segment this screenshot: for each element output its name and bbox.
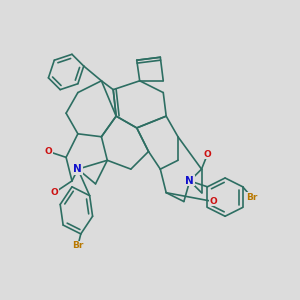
Text: N: N <box>74 164 82 174</box>
Text: Br: Br <box>246 193 257 202</box>
Text: O: O <box>44 147 52 156</box>
Text: Br: Br <box>72 241 83 250</box>
Text: O: O <box>209 197 217 206</box>
Text: O: O <box>50 188 58 197</box>
Text: O: O <box>203 150 211 159</box>
Text: N: N <box>185 176 194 186</box>
